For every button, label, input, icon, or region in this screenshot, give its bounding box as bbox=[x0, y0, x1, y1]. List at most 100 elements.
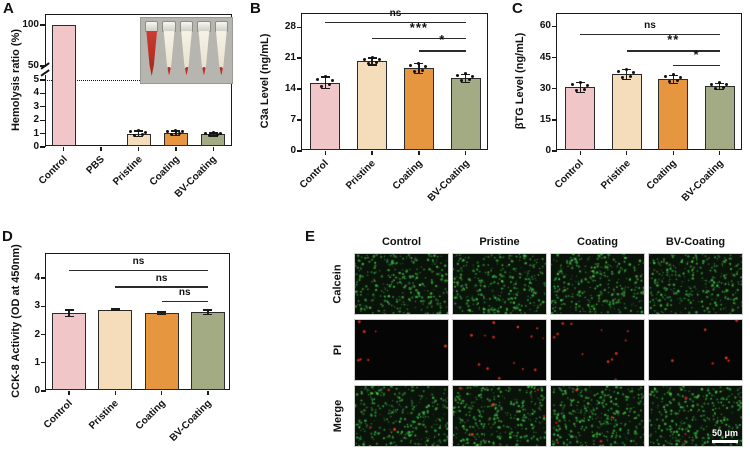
y-tick-label: 2 bbox=[33, 114, 39, 126]
data-point bbox=[570, 82, 574, 86]
y-tick bbox=[297, 119, 302, 121]
error-bar bbox=[160, 311, 163, 315]
y-tick bbox=[40, 132, 45, 135]
y-tick bbox=[40, 106, 45, 108]
micrograph-calcein-pristine bbox=[452, 253, 547, 315]
error-cap-bottom bbox=[134, 135, 143, 138]
y-tick-label: 28 bbox=[284, 21, 296, 33]
y-tick-label: 7 bbox=[290, 114, 296, 126]
data-point bbox=[377, 58, 381, 62]
micrograph-image bbox=[453, 254, 546, 314]
error-cap-bottom bbox=[110, 310, 120, 312]
error-cap-bottom bbox=[203, 314, 213, 316]
micrograph-image bbox=[355, 386, 448, 446]
error-bar bbox=[579, 81, 581, 93]
tube-body bbox=[146, 31, 158, 76]
x-tick bbox=[464, 151, 467, 155]
error-bar bbox=[371, 57, 373, 66]
data-point bbox=[133, 134, 136, 138]
x-tick bbox=[207, 391, 209, 395]
significance-label: * bbox=[693, 46, 700, 62]
error-bar bbox=[137, 130, 140, 137]
x-tick bbox=[212, 147, 214, 151]
red-pellet bbox=[201, 67, 207, 75]
error-bar bbox=[68, 309, 70, 317]
data-point bbox=[215, 133, 219, 137]
significance-label: ** bbox=[667, 32, 680, 48]
error-bar bbox=[626, 68, 628, 80]
x-tick bbox=[175, 147, 177, 151]
data-point bbox=[629, 74, 633, 78]
error-bar bbox=[207, 309, 209, 315]
micrograph-image bbox=[551, 320, 644, 380]
data-point bbox=[417, 61, 421, 65]
tube-body bbox=[215, 31, 227, 76]
data-point bbox=[181, 130, 185, 134]
bar-control bbox=[310, 82, 341, 150]
bar-control bbox=[52, 313, 87, 390]
x-tick bbox=[579, 151, 581, 155]
data-point bbox=[675, 79, 679, 83]
column-header-pristine: Pristine bbox=[479, 236, 520, 248]
data-point bbox=[710, 82, 714, 86]
panel-d: D CCK-8 Activity (OD at 450nm) 0 1 2 3 4 Cont… bbox=[0, 228, 300, 454]
data-point bbox=[585, 83, 589, 87]
error-bar bbox=[114, 308, 117, 312]
bar-control bbox=[565, 87, 596, 150]
x-category-label: Coating bbox=[147, 154, 182, 189]
centrifuge-tube bbox=[162, 21, 176, 79]
tube-body bbox=[198, 31, 210, 76]
micrograph-merge-coating bbox=[550, 385, 645, 447]
tube-cap bbox=[197, 21, 211, 32]
y-tick bbox=[297, 57, 302, 59]
data-point bbox=[319, 84, 323, 88]
y-tick-label: 45 bbox=[539, 51, 551, 63]
error-bar bbox=[719, 82, 721, 90]
error-cap-top bbox=[64, 309, 74, 311]
bar-bv-coating bbox=[450, 78, 481, 150]
data-point bbox=[617, 69, 621, 73]
column-header-bv-coating: BV-Coating bbox=[665, 236, 726, 248]
data-point bbox=[207, 133, 211, 137]
data-point bbox=[582, 87, 586, 91]
panel-a-label: A bbox=[3, 0, 14, 17]
x-tick bbox=[672, 151, 674, 155]
x-tick bbox=[626, 151, 628, 155]
data-point bbox=[141, 133, 144, 137]
panel-d-y-axis-label: CCK-8 Activity (OD at 450nm) bbox=[10, 244, 22, 398]
y-tick bbox=[40, 65, 45, 67]
significance-line bbox=[115, 286, 208, 288]
micrograph-pi-control bbox=[354, 319, 449, 381]
y-tick-label: 60 bbox=[539, 20, 551, 32]
y-tick-label: 1 bbox=[33, 127, 39, 139]
y-tick-label: 15 bbox=[539, 113, 551, 125]
micrograph-calcein-coating bbox=[550, 253, 645, 315]
data-point bbox=[144, 130, 147, 134]
micrograph-image bbox=[453, 386, 546, 446]
data-point bbox=[464, 72, 468, 76]
y-tick-label: 4 bbox=[34, 272, 40, 283]
micrograph-pi-coating bbox=[550, 319, 645, 381]
tube-cap bbox=[145, 21, 159, 32]
red-pellet bbox=[184, 67, 190, 75]
error-cap-bottom bbox=[367, 64, 377, 66]
y-tick-label: 0 bbox=[545, 145, 551, 156]
significance-line bbox=[626, 50, 720, 52]
row-label-pi: PI bbox=[326, 320, 350, 380]
significance-label: * bbox=[439, 32, 446, 48]
significance-label: ns bbox=[178, 286, 191, 298]
x-category-label: Pristine bbox=[110, 154, 145, 188]
y-tick bbox=[41, 362, 46, 364]
threshold-dashed-line bbox=[45, 80, 232, 81]
y-tick bbox=[552, 150, 557, 152]
data-point bbox=[211, 130, 215, 134]
bar-coating bbox=[403, 68, 434, 150]
micrograph-image bbox=[649, 386, 742, 446]
data-point bbox=[178, 132, 182, 136]
data-point bbox=[323, 75, 327, 79]
data-point bbox=[203, 131, 207, 135]
data-point bbox=[671, 73, 675, 77]
x-tick bbox=[371, 151, 373, 155]
y-tick-label: 30 bbox=[539, 82, 551, 94]
data-point bbox=[129, 130, 132, 134]
